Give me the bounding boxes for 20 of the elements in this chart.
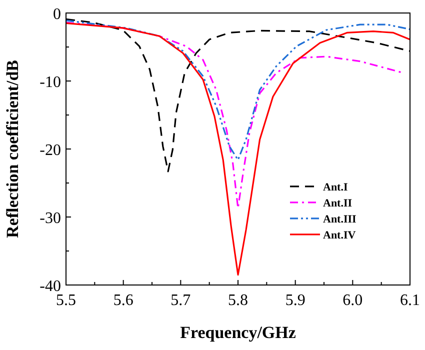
y-axis-title: Reflection coefficient/dB [3, 60, 22, 238]
x-axis-title: Frequency/GHz [180, 323, 296, 342]
y-tick-label: -10 [40, 74, 61, 91]
x-tick-label: 6.0 [342, 292, 363, 309]
x-tick-label: 5.6 [113, 292, 134, 309]
y-tick-label: -30 [40, 210, 61, 227]
legend-label: Ant.I [323, 181, 348, 194]
line-series [65, 22, 404, 209]
y-tick-label: 0 [53, 6, 61, 23]
x-tick-label: 5.7 [170, 292, 191, 309]
x-tick-label: 5.5 [56, 292, 76, 309]
x-tick-label: 6.1 [400, 292, 420, 309]
line-series [65, 22, 411, 276]
y-tick-label: -40 [40, 278, 61, 295]
legend-label: Ant.IV [323, 229, 356, 242]
y-tick-label: -20 [40, 142, 61, 159]
legend-label: Ant.II [323, 197, 352, 210]
legend-label: Ant.III [323, 213, 356, 226]
x-tick-label: 5.9 [285, 292, 306, 309]
x-tick-label: 5.8 [228, 292, 248, 309]
